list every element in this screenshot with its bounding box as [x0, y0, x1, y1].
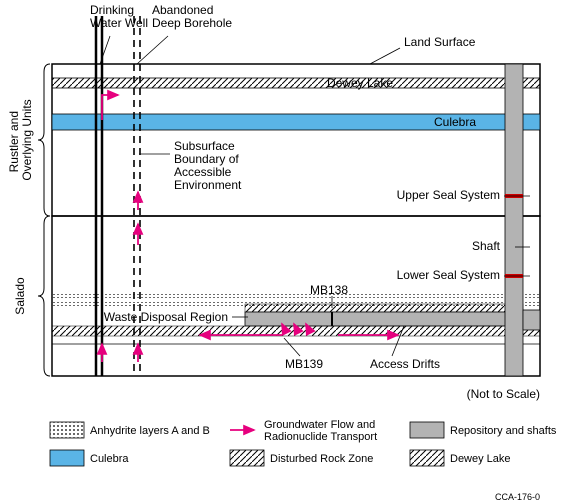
svg-text:Disturbed Rock Zone: Disturbed Rock Zone: [270, 453, 373, 465]
shaft-bar: [505, 64, 523, 376]
not-to-scale-label: (Not to Scale): [467, 387, 540, 401]
waste-disposal-label: Waste Disposal Region: [104, 310, 228, 324]
svg-text:Repository and shafts: Repository and shafts: [450, 425, 557, 437]
salado-label: Salado: [13, 277, 27, 315]
subsurface-label: Subsurface Boundary of Accessible Enviro…: [174, 139, 242, 192]
fig-id: CCA-176-0: [495, 492, 540, 502]
salado-brace: [38, 216, 50, 376]
upper-seal-label: Upper Seal System: [397, 188, 500, 202]
dewey-lake-layer: [52, 78, 540, 88]
lower-seal-label: Lower Seal System: [397, 268, 500, 282]
svg-text:Dewey Lake: Dewey Lake: [450, 453, 511, 465]
svg-text:Culebra: Culebra: [90, 453, 129, 465]
access-drifts-label: Access Drifts: [370, 357, 440, 371]
mb138-label: MB138: [310, 283, 348, 297]
legend: Anhydrite layers A and B Groundwater Flo…: [50, 419, 557, 466]
anhydrite-a: [52, 294, 540, 298]
rustler-label: Rustler and Overlying Units: [7, 99, 34, 180]
repository-bar: [245, 312, 523, 326]
diagram-svg: Drinking Water Well Abandoned Deep Boreh…: [0, 0, 567, 504]
culebra-label: Culebra: [434, 115, 476, 129]
svg-text:Anhydrite layers A and B: Anhydrite layers A and B: [90, 425, 210, 437]
dewey-lake-label: Dewey Lake: [327, 76, 393, 90]
borehole-label: Abandoned Deep Borehole: [152, 3, 232, 30]
drinking-well-label: Drinking Water Well: [90, 3, 148, 30]
legend-groundwater: Groundwater Flow and Radionuclide Transp…: [264, 419, 378, 443]
mb139-label: MB139: [285, 357, 323, 371]
land-surface-label: Land Surface: [404, 35, 476, 49]
shaft-label: Shaft: [472, 239, 501, 253]
rustler-brace: [38, 64, 50, 216]
drz-top: [245, 304, 523, 312]
shaft-cross: [523, 310, 540, 330]
